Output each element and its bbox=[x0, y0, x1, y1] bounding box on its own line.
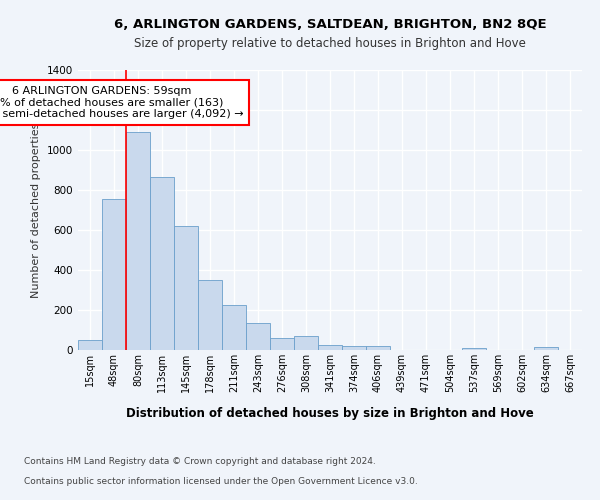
Bar bbox=[318, 345, 342, 350]
Bar bbox=[270, 338, 294, 350]
Bar bbox=[246, 323, 270, 350]
Text: Distribution of detached houses by size in Brighton and Hove: Distribution of detached houses by size … bbox=[126, 408, 534, 420]
Bar bbox=[534, 347, 558, 350]
Y-axis label: Number of detached properties: Number of detached properties bbox=[31, 122, 41, 298]
Text: 6 ARLINGTON GARDENS: 59sqm
← 4% of detached houses are smaller (163)
96% of semi: 6 ARLINGTON GARDENS: 59sqm ← 4% of detac… bbox=[0, 86, 244, 119]
Bar bbox=[342, 346, 366, 350]
Bar bbox=[174, 226, 198, 350]
Bar bbox=[78, 340, 102, 350]
Bar bbox=[102, 199, 126, 350]
Text: 6, ARLINGTON GARDENS, SALTDEAN, BRIGHTON, BN2 8QE: 6, ARLINGTON GARDENS, SALTDEAN, BRIGHTON… bbox=[113, 18, 547, 30]
Text: Contains public sector information licensed under the Open Government Licence v3: Contains public sector information licen… bbox=[24, 478, 418, 486]
Bar bbox=[462, 348, 486, 350]
Text: Contains HM Land Registry data © Crown copyright and database right 2024.: Contains HM Land Registry data © Crown c… bbox=[24, 458, 376, 466]
Bar bbox=[150, 177, 174, 350]
Text: Size of property relative to detached houses in Brighton and Hove: Size of property relative to detached ho… bbox=[134, 38, 526, 51]
Bar bbox=[198, 280, 222, 350]
Bar bbox=[126, 132, 150, 350]
Bar bbox=[294, 336, 318, 350]
Bar bbox=[366, 346, 390, 350]
Bar bbox=[222, 305, 246, 350]
